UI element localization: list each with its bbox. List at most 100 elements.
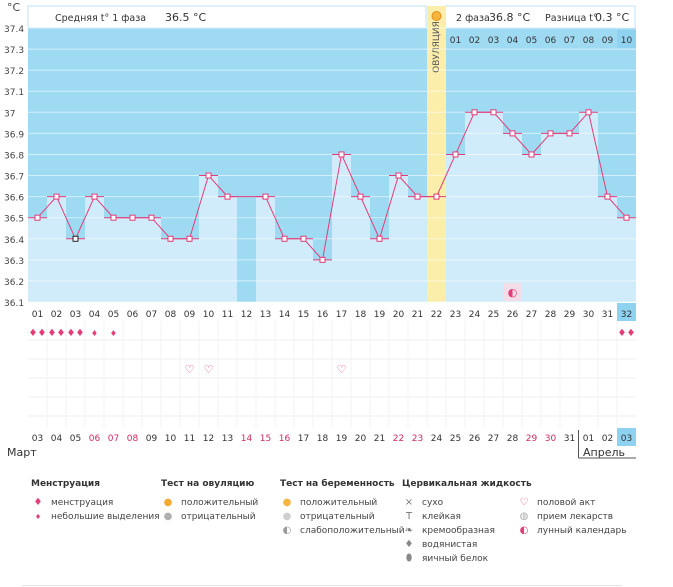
calendar-date-label: 18 — [317, 434, 329, 444]
temp-point — [262, 193, 269, 200]
temp-bar — [408, 196, 427, 302]
temp-point — [186, 235, 193, 242]
water-drop-icon: ♦ — [404, 539, 414, 550]
legend-menstruation: Менструация ♦ менструация ♦ небольшие выде… — [31, 478, 160, 524]
calendar-date-label: 04 — [51, 434, 63, 444]
y-tick-label: 37.3 — [4, 46, 24, 56]
cycle-day-label: 19 — [374, 310, 386, 320]
temp-point — [34, 214, 41, 221]
temp-point — [376, 235, 383, 242]
calendar-date-label: 21 — [374, 434, 385, 444]
y-tick-label: 37.1 — [4, 88, 24, 98]
temp-point — [490, 109, 497, 116]
calendar-date-label: 10 — [165, 434, 177, 444]
cycle-day-label: 26 — [507, 310, 519, 320]
legend-cervical-title: Цервикальная жидкость — [402, 479, 532, 489]
temp-point — [509, 130, 516, 137]
unit-label: °C — [7, 1, 21, 14]
cycle-day-label: 20 — [393, 310, 405, 320]
cycle-day-label: 04 — [89, 310, 101, 320]
temp-bar — [47, 196, 66, 302]
legend-item: ◍ прием лекарств — [517, 510, 627, 524]
cycle-day-label: 11 — [222, 310, 233, 320]
temp-point — [566, 130, 573, 137]
temp-point — [72, 235, 79, 242]
temp-point — [414, 193, 421, 200]
heart-icon: ♡ — [204, 363, 214, 376]
y-tick-label: 37.4 — [4, 25, 24, 35]
legend-item: ● отрицательный — [280, 510, 405, 524]
y-tick-label: 36.8 — [4, 151, 24, 161]
phase2-day-cell — [522, 30, 541, 48]
cream-icon: ❧ — [404, 525, 414, 536]
phase2-day-label: 01 — [450, 36, 461, 46]
phase2-day-cell — [503, 30, 522, 48]
legend-pregnancy-title: Тест на беременность — [280, 479, 395, 489]
phase2-day-cell — [598, 30, 617, 48]
cycle-day-label: 25 — [488, 310, 499, 320]
cycle-day-label: 29 — [564, 310, 576, 320]
phase2-day-label: 08 — [583, 36, 595, 46]
temp-point — [129, 214, 136, 221]
preg-positive-icon: ● — [282, 497, 292, 508]
moon-cell — [504, 283, 521, 301]
calendar-date-label: 22 — [393, 434, 404, 444]
heart-icon: ♡ — [185, 363, 195, 376]
cycle-day-label: 02 — [51, 310, 62, 320]
cycle-day-label: 09 — [184, 310, 196, 320]
legend-ovulation-test: Тест на овуляцию ● положительный ● отрицат… — [161, 478, 258, 524]
legend-item: ♡ половой акт — [517, 496, 627, 510]
temp-bar — [446, 154, 465, 302]
phase2-value: 36.8 °C — [489, 11, 530, 24]
temp-bar — [484, 112, 503, 302]
phase2-day-label: 03 — [488, 36, 499, 46]
temp-point — [167, 235, 174, 242]
legend-menstruation-title: Менструация — [31, 479, 100, 489]
temp-bar — [256, 196, 275, 302]
calendar-date-label: 03 — [32, 434, 43, 444]
calendar-date-label: 03 — [621, 434, 632, 444]
temp-bar — [161, 238, 180, 302]
temp-bar — [351, 196, 370, 302]
legend-item: × сухо — [402, 496, 532, 510]
phase2-day-cell — [541, 30, 560, 48]
preg-weak-icon: ◐ — [282, 525, 292, 536]
calendar-date-label: 19 — [336, 434, 348, 444]
temp-bar — [579, 112, 598, 302]
temp-point — [148, 214, 155, 221]
sun-positive-icon: ● — [163, 497, 173, 508]
legend-item: ♦ водянистая — [402, 538, 532, 552]
temp-bar — [180, 238, 199, 302]
y-tick-label: 36.1 — [4, 299, 24, 309]
phase2-day-cell — [446, 30, 465, 48]
phase2-day-cell — [484, 30, 503, 48]
calendar-date-label: 24 — [431, 434, 443, 444]
y-tick-label: 36.2 — [4, 278, 24, 288]
cycle-day-label: 03 — [70, 310, 81, 320]
phase2-day-cell — [617, 30, 636, 48]
legend-item: ◐ лунный календарь — [517, 524, 627, 538]
y-tick-label: 37 — [4, 109, 15, 119]
temp-point — [585, 109, 592, 116]
bbt-chart: °C Средняя t° 1 фаза 36.5 °C 2 фаза 36.8… — [4, 1, 636, 459]
moon-icon: ◐ — [519, 525, 529, 536]
calendar-date-label: 08 — [127, 434, 139, 444]
cycle-day-label: 16 — [317, 310, 329, 320]
temp-point — [623, 214, 630, 221]
heart-icon: ♡ — [337, 363, 347, 376]
calendar-date-label: 12 — [203, 434, 214, 444]
temp-point — [338, 151, 345, 158]
temp-point — [319, 256, 326, 263]
calendar-date-label: 14 — [241, 434, 253, 444]
legend-item: ❧ кремообразная — [402, 524, 532, 538]
cycle-day-label: 01 — [32, 310, 43, 320]
cycle-day-label: 30 — [583, 310, 595, 320]
month-start-label: Март — [7, 446, 37, 459]
temp-point — [53, 193, 60, 200]
spotting-icon: ♦ — [110, 329, 117, 338]
y-tick-label: 36.4 — [4, 236, 24, 246]
phase2-day-label: 10 — [621, 36, 633, 46]
pill-icon: ◍ — [519, 511, 529, 522]
calendar-date-label: 01 — [583, 434, 594, 444]
cycle-day-label: 21 — [412, 310, 423, 320]
